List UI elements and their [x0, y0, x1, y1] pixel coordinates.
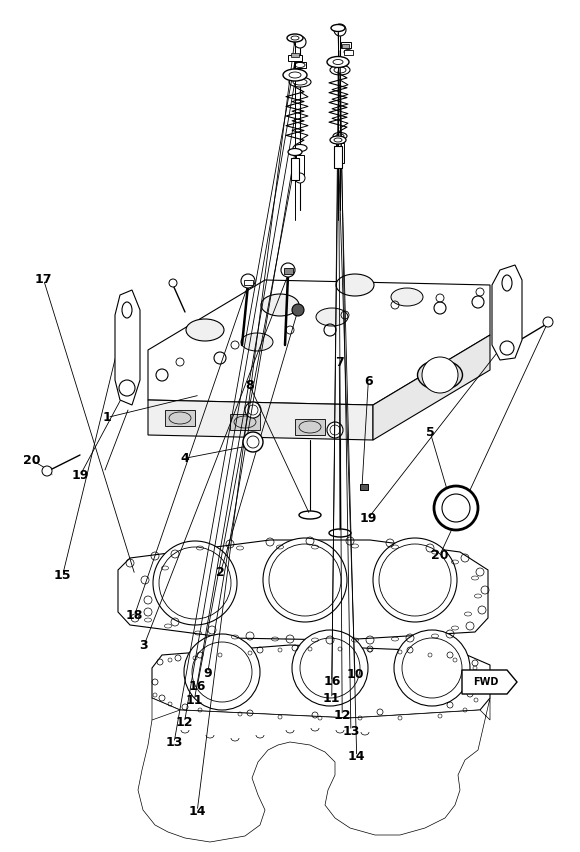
Text: 17: 17	[35, 273, 52, 286]
Ellipse shape	[336, 274, 374, 296]
Ellipse shape	[283, 69, 307, 81]
Ellipse shape	[329, 529, 351, 537]
Bar	[244, 280, 253, 285]
Ellipse shape	[234, 416, 256, 428]
Text: 6: 6	[364, 375, 372, 389]
Bar	[284, 268, 293, 274]
Ellipse shape	[293, 145, 307, 152]
Circle shape	[327, 422, 343, 438]
Text: 16: 16	[188, 680, 206, 694]
Ellipse shape	[299, 511, 321, 519]
Ellipse shape	[299, 421, 321, 433]
Polygon shape	[373, 335, 490, 440]
Polygon shape	[230, 414, 260, 430]
Text: 10: 10	[346, 668, 364, 682]
Circle shape	[394, 630, 470, 706]
Circle shape	[422, 357, 458, 393]
Bar	[342, 44, 349, 48]
Polygon shape	[148, 400, 373, 440]
Ellipse shape	[316, 308, 348, 326]
Bar	[296, 155, 304, 175]
Bar	[288, 55, 302, 61]
Circle shape	[373, 538, 457, 622]
Text: 8: 8	[245, 378, 253, 392]
Ellipse shape	[288, 148, 302, 156]
Ellipse shape	[289, 77, 311, 87]
Text: 11: 11	[323, 692, 340, 705]
Circle shape	[153, 541, 237, 625]
Circle shape	[243, 432, 263, 452]
Circle shape	[245, 402, 261, 418]
Text: 14: 14	[188, 804, 206, 818]
Circle shape	[292, 304, 304, 316]
Circle shape	[281, 263, 295, 277]
Circle shape	[184, 634, 260, 710]
Polygon shape	[165, 410, 195, 426]
Text: 14: 14	[348, 750, 365, 763]
Ellipse shape	[331, 25, 345, 32]
Ellipse shape	[241, 333, 273, 351]
Polygon shape	[138, 698, 490, 842]
Circle shape	[263, 538, 347, 622]
Circle shape	[42, 466, 52, 476]
Bar	[341, 42, 351, 48]
Circle shape	[294, 36, 306, 48]
Text: 9: 9	[204, 666, 212, 680]
Polygon shape	[148, 280, 490, 405]
Text: 19: 19	[71, 469, 89, 482]
Text: 3: 3	[140, 639, 148, 653]
Ellipse shape	[330, 136, 346, 144]
Polygon shape	[492, 265, 522, 360]
Text: 19: 19	[360, 511, 377, 525]
Polygon shape	[115, 290, 140, 405]
Polygon shape	[462, 670, 517, 694]
Text: 2: 2	[216, 566, 225, 579]
Text: 11: 11	[186, 694, 203, 707]
Text: 15: 15	[54, 568, 71, 582]
Text: 4: 4	[180, 452, 189, 465]
Bar	[334, 146, 342, 168]
Ellipse shape	[391, 288, 423, 306]
Text: 20: 20	[23, 453, 41, 467]
Ellipse shape	[330, 65, 350, 75]
Ellipse shape	[261, 294, 299, 316]
Text: 16: 16	[323, 675, 340, 688]
Text: 13: 13	[342, 724, 360, 738]
Bar	[336, 143, 344, 163]
Polygon shape	[152, 645, 490, 718]
Circle shape	[543, 317, 553, 327]
Bar	[360, 484, 368, 490]
Polygon shape	[152, 698, 245, 742]
Ellipse shape	[186, 319, 224, 341]
Polygon shape	[295, 419, 325, 435]
Ellipse shape	[333, 133, 347, 140]
Text: FWD: FWD	[473, 677, 499, 687]
Bar	[344, 50, 353, 55]
Circle shape	[292, 630, 368, 706]
Ellipse shape	[418, 360, 462, 390]
Text: 12: 12	[176, 716, 193, 729]
Bar	[291, 158, 299, 180]
Circle shape	[334, 24, 346, 36]
Circle shape	[169, 279, 177, 287]
Circle shape	[241, 274, 255, 288]
Ellipse shape	[327, 56, 349, 67]
Circle shape	[295, 173, 305, 183]
Ellipse shape	[169, 412, 191, 424]
Polygon shape	[118, 540, 488, 640]
Text: 20: 20	[431, 549, 448, 562]
Bar	[294, 62, 306, 68]
Circle shape	[434, 486, 478, 530]
Text: 1: 1	[103, 411, 112, 424]
Text: 5: 5	[426, 426, 435, 440]
Text: 7: 7	[335, 355, 344, 369]
Text: 13: 13	[165, 736, 183, 750]
Text: 12: 12	[334, 709, 351, 722]
Ellipse shape	[287, 34, 303, 42]
Bar	[291, 53, 299, 57]
Text: 18: 18	[126, 608, 143, 622]
